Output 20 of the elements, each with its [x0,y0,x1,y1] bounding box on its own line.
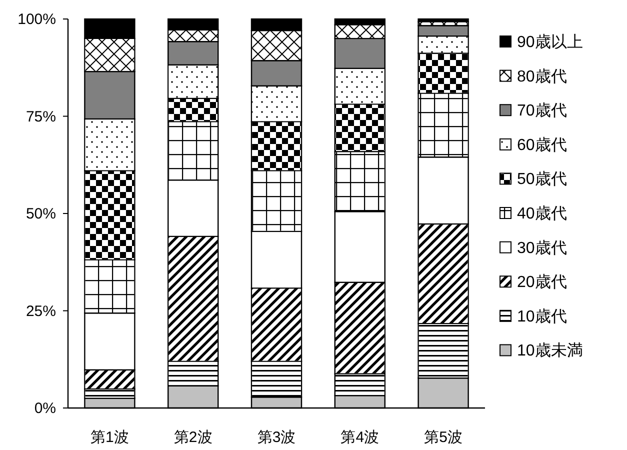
x-tick-label: 第5波 [424,429,462,446]
text: 80歳代 [517,68,567,86]
x-tick-label: 第3波 [257,429,296,446]
legend-label: 30歳代 [517,238,567,257]
x-tick-label: 第1波 [90,429,129,446]
legend-label: 70歳代 [517,102,567,120]
legend-label: 90歳以上 [517,33,583,51]
legend-label: 10歳未満 [517,342,583,360]
y-tick-label: 75% [26,108,56,126]
y-tick-label: 25% [26,302,56,320]
y-tick-label: 0% [34,400,56,417]
text: 60歳代 [517,136,567,154]
y-tick-label: 100% [18,11,56,28]
y-tick-label: 50% [26,206,56,222]
text: 10歳代 [517,308,567,326]
text: 50歳代 [517,171,567,188]
x-tick-label: 第4波 [340,429,380,446]
x-tick-label: 第2波 [174,429,212,446]
text: 40歳代 [517,206,567,222]
text: 20歳代 [517,274,567,292]
